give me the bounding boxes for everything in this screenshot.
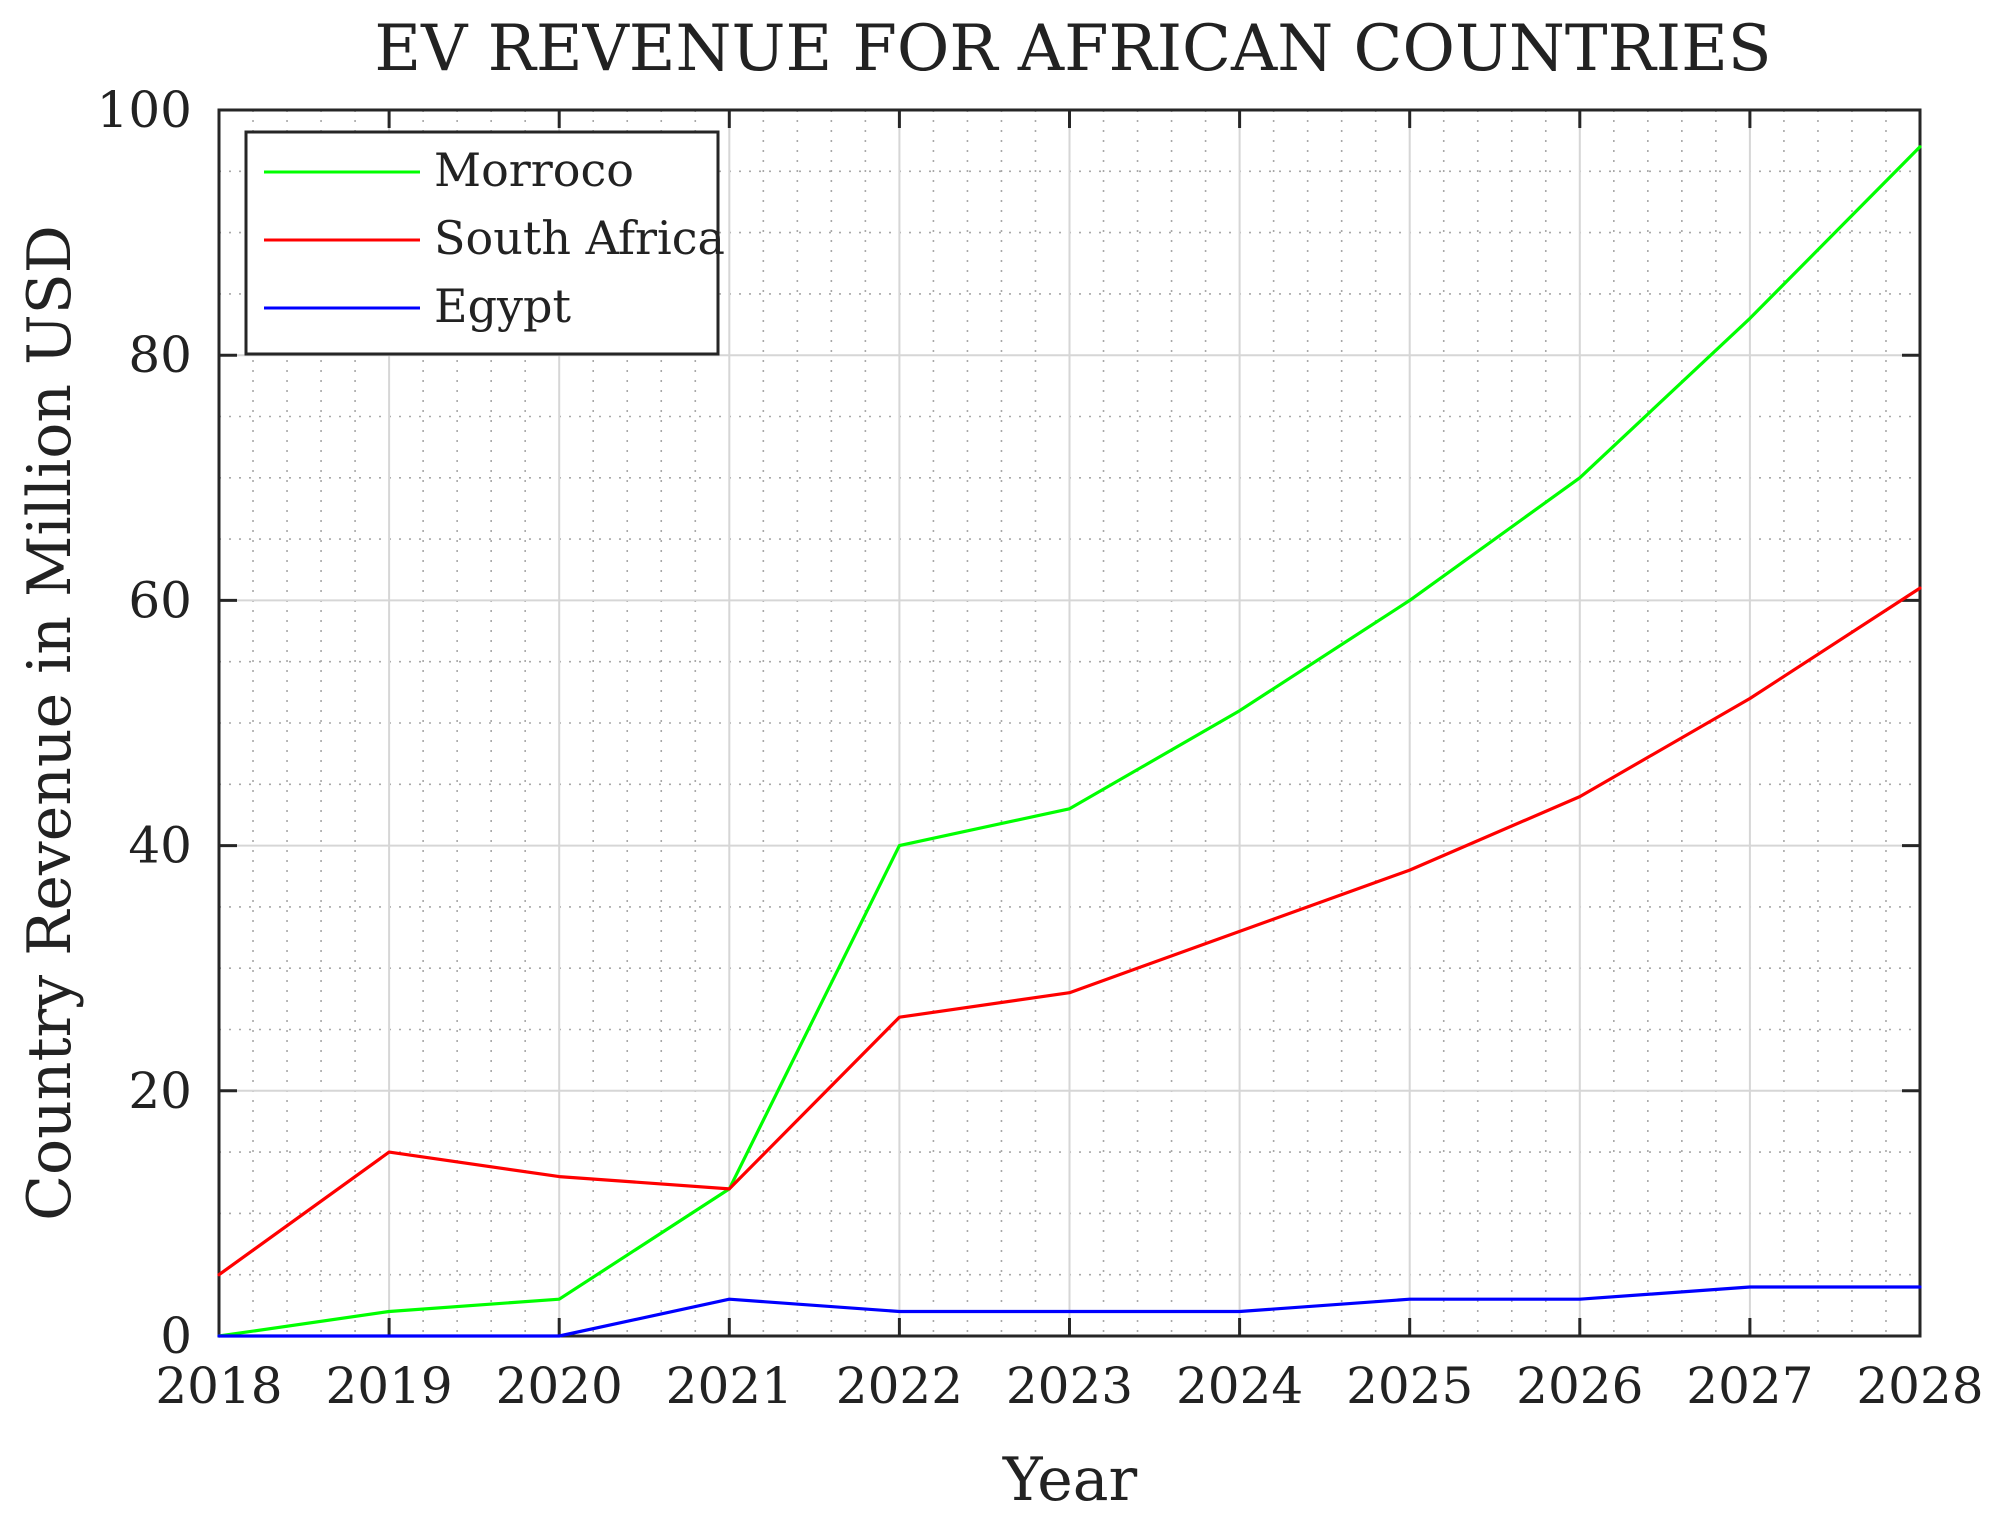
x-tick-label: 2027 (1686, 1357, 1813, 1415)
y-axis-label: Country Revenue in Million USD (15, 225, 85, 1221)
legend-label-south-africa: South Africa (434, 211, 725, 265)
x-tick-label: 2021 (666, 1357, 793, 1415)
x-tick-label: 2023 (1006, 1357, 1133, 1415)
y-tick-label: 40 (128, 817, 192, 875)
y-tick-label: 0 (160, 1307, 192, 1365)
y-tick-label: 100 (97, 81, 192, 139)
ticks (217, 108, 1922, 1338)
y-tick-label: 60 (128, 571, 192, 629)
series-lines (217, 145, 1922, 1338)
x-tick-label: 2024 (1176, 1357, 1303, 1415)
chart-title: EV REVENUE FOR AFRICAN COUNTRIES (374, 12, 1771, 86)
x-tick-label: 2022 (836, 1357, 963, 1415)
x-tick-label: 2025 (1346, 1357, 1473, 1415)
y-tick-label: 20 (128, 1062, 192, 1120)
series-line-egypt (217, 1285, 1922, 1338)
x-tick-labels: 2018 2019 2020 2021 2022 2023 2024 2025 2026 2027… (155, 1357, 1983, 1415)
series-line-morroco (217, 145, 1922, 1338)
x-tick-label: 2028 (1856, 1357, 1983, 1415)
legend-label-egypt: Egypt (434, 279, 571, 333)
x-axis-label: Year (1002, 1445, 1138, 1515)
legend-box (244, 130, 720, 356)
y-tick-labels: 0 20 40 60 80 100 (97, 81, 192, 1365)
x-tick-label: 2018 (155, 1357, 282, 1415)
x-tick-label: 2026 (1516, 1357, 1643, 1415)
y-tick-label: 80 (128, 326, 192, 384)
x-tick-label: 2020 (496, 1357, 623, 1415)
legend-label-morroco: Morroco (434, 143, 634, 197)
x-tick-label: 2019 (325, 1357, 452, 1415)
legend: Morroco South Africa Egypt (244, 130, 725, 356)
series-line-south-africa (217, 586, 1922, 1277)
